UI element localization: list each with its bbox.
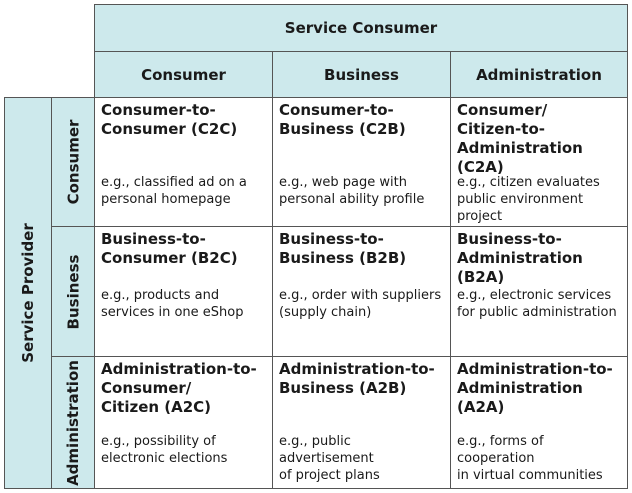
cell-b2c: Business-to- Consumer (B2C) e.g., product… (94, 226, 273, 357)
row-header-business: Business (51, 226, 95, 357)
cell-title: Business-to- Consumer (B2C) (101, 230, 238, 267)
cell-b2b: Business-to- Business (B2B) e.g., order w… (272, 226, 451, 357)
cell-title: Consumer/Citizen-to- Administration (C2A) (457, 101, 583, 176)
cell-example: e.g., citizen evaluates public environmen… (457, 175, 600, 224)
column-header-administration: Administration (450, 51, 628, 98)
cell-example: e.g., electronic services for public admi… (457, 288, 617, 320)
cell-c2c: Consumer-to- Consumer (C2C) e.g., classif… (94, 97, 273, 227)
service-provider-title: Service Provider (19, 223, 38, 363)
service-provider-header: Service Provider (4, 97, 52, 489)
cell-title: Consumer-to- Consumer (C2C) (101, 101, 238, 138)
service-consumer-header: Service Consumer (94, 4, 628, 52)
cell-a2c: Administration-to- Consumer/Citizen (A2C)… (94, 356, 273, 489)
cell-example: e.g., possibility of electronic elections (101, 434, 228, 466)
cell-title: Administration-to- Consumer/Citizen (A2C) (101, 360, 257, 416)
cell-a2b: Administration-to- Business (A2B) e.g., p… (272, 356, 451, 489)
cell-example: e.g., public advertisement of project pla… (279, 434, 380, 483)
cell-example: e.g., forms of cooperation in virtual com… (457, 434, 603, 483)
cell-a2a: Administration-to- Administration (A2A) e… (450, 356, 628, 489)
column-header-consumer: Consumer (94, 51, 273, 98)
cell-b2a: Business-to- Administration (B2A) e.g., e… (450, 226, 628, 357)
cell-example: e.g., classified ad on a personal homepag… (101, 175, 247, 207)
cell-title: Administration-to- Business (A2B) (279, 360, 435, 397)
cell-c2b: Consumer-to- Business (C2B) e.g., web pag… (272, 97, 451, 227)
row-header-consumer: Consumer (51, 97, 95, 227)
column-header-business: Business (272, 51, 451, 98)
row-header-administration: Administration (51, 356, 95, 489)
cell-example: e.g., web page with personal ability prof… (279, 175, 425, 207)
cell-title: Consumer-to- Business (C2B) (279, 101, 406, 138)
cell-title: Business-to- Business (B2B) (279, 230, 407, 267)
cell-title: Business-to- Administration (B2A) (457, 230, 583, 286)
cell-example: e.g., products and services in one eShop (101, 288, 244, 320)
cell-title: Administration-to- Administration (A2A) (457, 360, 613, 416)
cell-example: e.g., order with suppliers (supply chain) (279, 288, 442, 320)
cell-c2a: Consumer/Citizen-to- Administration (C2A)… (450, 97, 628, 227)
service-consumer-title: Service Consumer (284, 19, 438, 37)
